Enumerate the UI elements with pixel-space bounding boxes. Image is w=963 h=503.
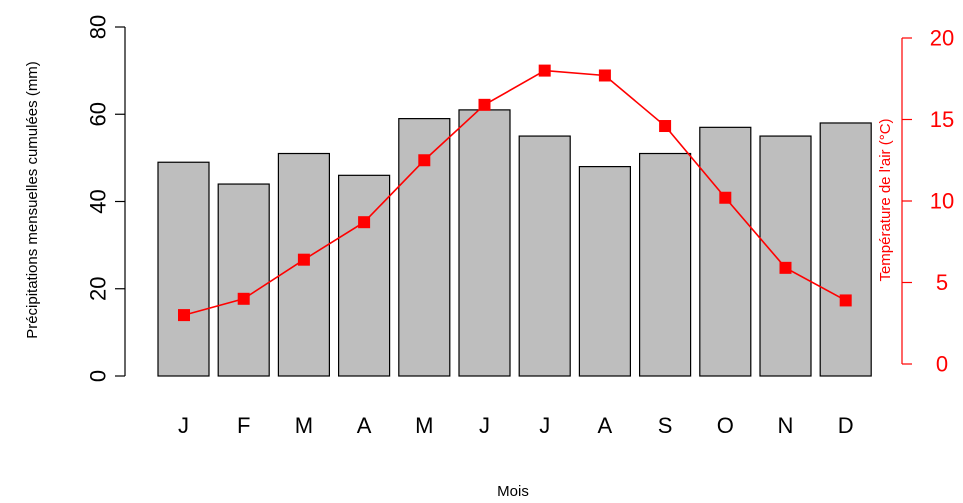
precipitation-bar (699, 126, 752, 377)
x-category-label: F (237, 413, 250, 438)
temperature-point (779, 261, 792, 274)
temperature-line-layer (178, 64, 852, 322)
temperature-point (598, 69, 611, 82)
precipitation-bar (638, 152, 692, 377)
temperature-point (538, 64, 551, 77)
x-category-label: O (717, 413, 734, 438)
right-y-tick-label: 0 (936, 352, 948, 377)
left-y-tick-label: 80 (86, 15, 111, 39)
temperature-point (478, 98, 491, 111)
x-category-label: M (295, 413, 313, 438)
left-y-tick-label: 20 (86, 277, 111, 301)
x-category-label: J (178, 413, 189, 438)
precipitation-bar (578, 166, 632, 377)
right-y-tick-label: 10 (930, 189, 954, 214)
left-y-tick-label: 0 (86, 370, 111, 382)
temperature-point (297, 253, 310, 266)
left-y-tick-label: 60 (86, 102, 111, 126)
right-y-axis: 0 5 10 15 20 (901, 26, 954, 377)
temperature-point (358, 216, 371, 229)
temperature-point (178, 309, 190, 322)
x-category-label: N (778, 413, 794, 438)
left-y-axis: 0 20 40 60 80 (86, 15, 126, 382)
precipitation-bar (458, 109, 511, 377)
x-category-label: S (658, 413, 673, 438)
precipitation-bar (518, 135, 571, 377)
x-category-label: J (479, 413, 490, 438)
right-y-tick-label: 5 (936, 270, 948, 295)
precipitation-bar (217, 183, 270, 377)
x-category-label: A (357, 413, 372, 438)
right-y-tick-label: 20 (930, 26, 954, 51)
temperature-point (418, 154, 431, 167)
x-category-label: D (838, 413, 854, 438)
precipitation-bar (819, 122, 872, 377)
bars-layer (157, 109, 872, 377)
temperature-point (719, 191, 732, 204)
precipitation-bar (759, 135, 812, 377)
temperature-point (237, 292, 250, 305)
left-y-tick-label: 40 (86, 189, 111, 213)
x-category-label: M (415, 413, 433, 438)
precipitation-bar (398, 118, 451, 377)
precipitation-bar (157, 161, 210, 377)
precipitation-bar (338, 174, 391, 377)
x-category-label: J (539, 413, 550, 438)
temperature-point (659, 120, 672, 133)
right-y-axis-title: Température de l'air (°C) (877, 118, 894, 281)
temperature-point (839, 294, 852, 307)
temperature-line (183, 69, 847, 316)
left-y-axis-title: Précipitations mensuelles cumulées (mm) (24, 61, 41, 339)
x-category-label: A (598, 413, 613, 438)
right-y-tick-label: 15 (930, 107, 954, 132)
x-axis-title: Mois (497, 483, 529, 500)
